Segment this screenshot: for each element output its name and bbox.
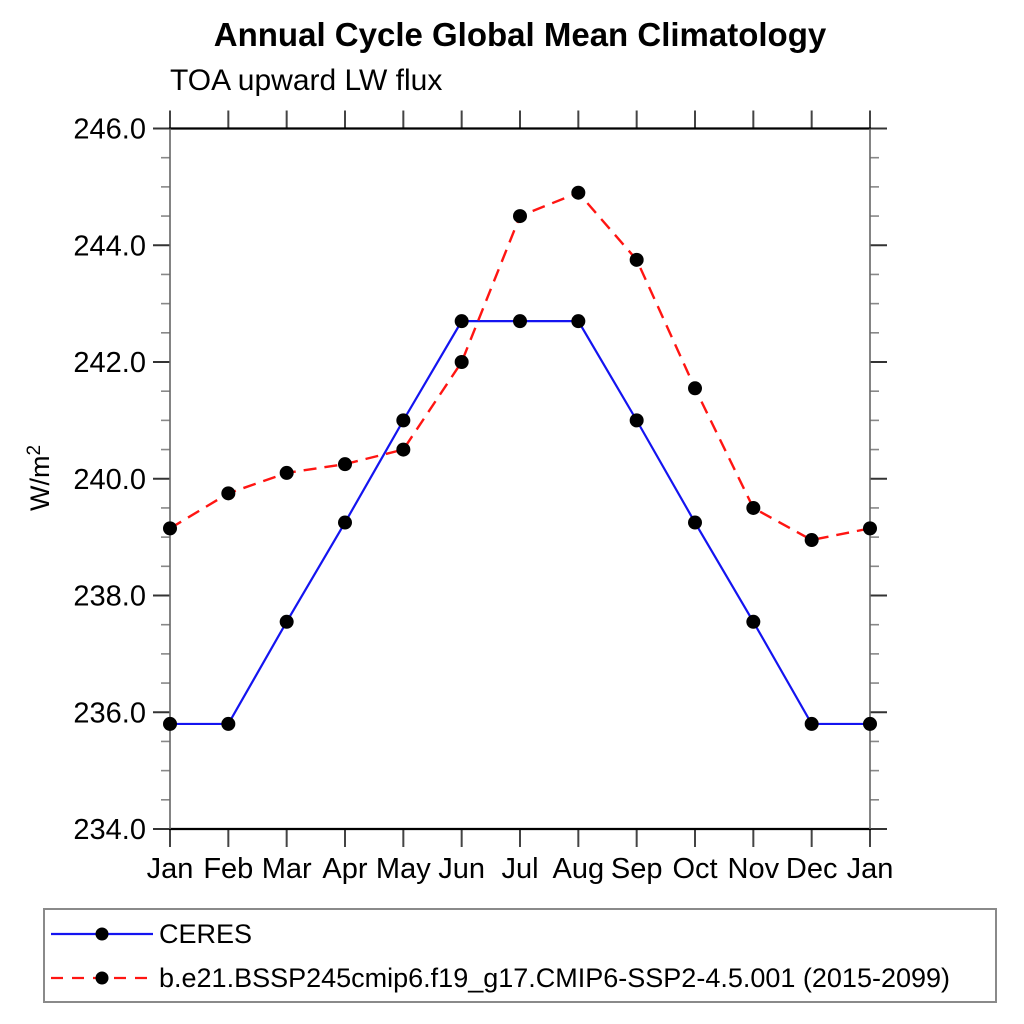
series-1-marker-6 <box>513 209 527 224</box>
chart-subtitle: TOA upward LW flux <box>170 64 443 97</box>
series-line-0 <box>170 320 870 726</box>
y-tick-label: 240.0 <box>73 464 146 496</box>
y-tick-label: 236.0 <box>73 697 146 729</box>
x-tick-label: Dec <box>786 853 838 885</box>
legend-line-sample-ceres <box>51 927 153 941</box>
series-1-marker-3 <box>338 457 352 472</box>
series-1-marker-1 <box>221 486 236 501</box>
x-tick-label: Aug <box>553 853 605 885</box>
series-0-marker-4 <box>396 413 411 428</box>
x-tick-label: Jan <box>147 853 194 885</box>
series-1-marker-8 <box>629 252 644 267</box>
series-0-marker-10 <box>746 614 761 629</box>
legend-item-model: b.e21.BSSP245cmip6.f19_g17.CMIP6-SSP2-4.… <box>47 956 995 1000</box>
series-1-marker-5 <box>454 355 469 369</box>
chart-title: Annual Cycle Global Mean Climatology <box>213 16 827 53</box>
y-tick-label: 246.0 <box>73 114 146 146</box>
series-line-1 <box>169 191 871 542</box>
series-0-marker-5 <box>454 314 469 329</box>
y-tick-label: 238.0 <box>73 581 146 613</box>
x-tick-label: Jun <box>438 853 485 885</box>
x-tick-label: Jan <box>847 853 894 885</box>
legend-box: CERES b.e21.BSSP245cmip6.f19_g17.CMIP6-S… <box>43 908 997 1003</box>
x-tick-label: Mar <box>262 853 312 885</box>
series-0-marker-3 <box>338 515 352 530</box>
legend-item-ceres: CERES <box>47 912 995 956</box>
series-1-marker-10 <box>746 500 761 515</box>
y-tick-label: 244.0 <box>73 230 146 262</box>
series-0-marker-1 <box>221 716 236 731</box>
series-0-marker-9 <box>688 515 702 530</box>
series-1-marker-4 <box>396 442 411 457</box>
legend-line-sample-model <box>51 971 153 985</box>
series-1-marker-2 <box>279 465 294 480</box>
series-0-marker-0 <box>163 716 177 731</box>
series-0-marker-12 <box>863 716 877 731</box>
series-0-marker-8 <box>629 413 644 428</box>
legend-sample-marker-1 <box>95 971 109 985</box>
series-0-marker-2 <box>279 614 294 629</box>
legend-sample-marker-0 <box>95 927 109 941</box>
series-1-marker-7 <box>571 185 586 200</box>
legend-label-model: b.e21.BSSP245cmip6.f19_g17.CMIP6-SSP2-4.… <box>159 962 951 993</box>
series-0-marker-11 <box>804 716 819 731</box>
series-1-marker-11 <box>804 533 819 548</box>
legend-label-ceres: CERES <box>159 918 253 949</box>
x-tick-label: Apr <box>322 853 367 885</box>
y-tick-label: 234.0 <box>73 814 146 846</box>
series-1-marker-9 <box>688 381 702 396</box>
series-1-marker-0 <box>163 521 177 536</box>
series-0-marker-6 <box>513 314 527 329</box>
series-0-marker-7 <box>571 314 586 329</box>
x-tick-label: Oct <box>672 853 717 885</box>
x-tick-label: Sep <box>611 853 663 885</box>
series-1-marker-12 <box>863 521 877 536</box>
x-tick-label: May <box>376 853 431 885</box>
x-tick-label: Nov <box>728 853 780 885</box>
x-tick-label: Jul <box>501 853 538 885</box>
y-tick-label: 242.0 <box>73 347 146 379</box>
x-tick-label: Feb <box>203 853 253 885</box>
